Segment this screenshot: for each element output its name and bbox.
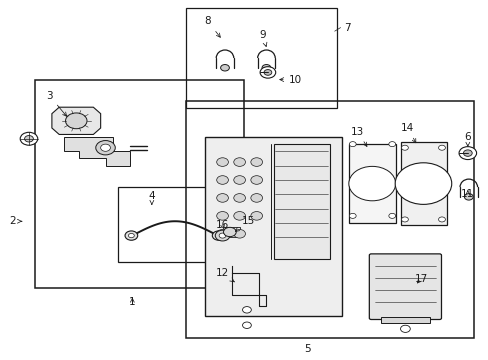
Circle shape: [215, 230, 229, 241]
Circle shape: [438, 217, 445, 222]
Polygon shape: [52, 107, 101, 134]
Circle shape: [101, 144, 110, 151]
Bar: [273, 144, 329, 259]
Text: 17: 17: [413, 274, 427, 284]
Bar: [348, 144, 395, 223]
Text: 6: 6: [464, 132, 470, 146]
Circle shape: [233, 212, 245, 220]
Text: 8: 8: [204, 17, 220, 37]
Circle shape: [212, 231, 224, 240]
Circle shape: [348, 166, 395, 201]
Text: 12: 12: [216, 268, 234, 282]
Bar: [224, 226, 239, 237]
Text: 10: 10: [279, 75, 301, 85]
Text: 16: 16: [216, 220, 229, 230]
Text: 3: 3: [46, 91, 66, 116]
Circle shape: [233, 194, 245, 202]
Circle shape: [464, 194, 472, 200]
Text: 7: 7: [344, 23, 350, 33]
Circle shape: [242, 322, 251, 328]
Circle shape: [264, 69, 271, 75]
Bar: [185, 8, 336, 108]
Circle shape: [401, 145, 407, 150]
Bar: [400, 142, 446, 225]
Circle shape: [216, 176, 228, 184]
Bar: [380, 317, 429, 323]
Circle shape: [401, 217, 407, 222]
Circle shape: [250, 176, 262, 184]
Circle shape: [125, 231, 138, 240]
Circle shape: [220, 64, 229, 71]
Circle shape: [233, 158, 245, 166]
Circle shape: [262, 64, 270, 71]
Bar: [35, 80, 244, 288]
Circle shape: [216, 158, 228, 166]
Polygon shape: [64, 137, 130, 166]
Circle shape: [233, 176, 245, 184]
Circle shape: [438, 145, 445, 150]
Circle shape: [250, 194, 262, 202]
Text: 11: 11: [460, 189, 473, 199]
Text: 4: 4: [148, 191, 155, 204]
Circle shape: [463, 150, 471, 156]
Circle shape: [24, 135, 33, 142]
Circle shape: [216, 229, 228, 238]
Text: 9: 9: [259, 30, 266, 46]
Circle shape: [260, 67, 275, 78]
Circle shape: [348, 213, 355, 219]
Circle shape: [215, 233, 221, 238]
Circle shape: [223, 227, 236, 237]
Bar: [118, 187, 224, 262]
Text: 2: 2: [10, 216, 22, 226]
Bar: [185, 101, 473, 338]
Circle shape: [388, 213, 395, 219]
Circle shape: [20, 132, 38, 145]
Circle shape: [233, 229, 245, 238]
Bar: [205, 137, 341, 316]
Text: 14: 14: [401, 123, 415, 143]
FancyBboxPatch shape: [368, 254, 441, 319]
Circle shape: [458, 147, 476, 159]
Circle shape: [96, 140, 115, 155]
Circle shape: [128, 233, 134, 238]
Text: 15: 15: [235, 216, 255, 231]
Circle shape: [219, 233, 225, 238]
Circle shape: [216, 212, 228, 220]
Circle shape: [250, 158, 262, 166]
Text: 5: 5: [304, 343, 310, 354]
Circle shape: [242, 307, 251, 313]
Text: 1: 1: [129, 297, 135, 307]
Circle shape: [400, 325, 409, 332]
Text: 13: 13: [350, 127, 366, 147]
Circle shape: [348, 141, 355, 147]
Circle shape: [394, 163, 451, 204]
Circle shape: [65, 113, 87, 129]
Circle shape: [216, 194, 228, 202]
Circle shape: [388, 141, 395, 147]
Circle shape: [250, 212, 262, 220]
